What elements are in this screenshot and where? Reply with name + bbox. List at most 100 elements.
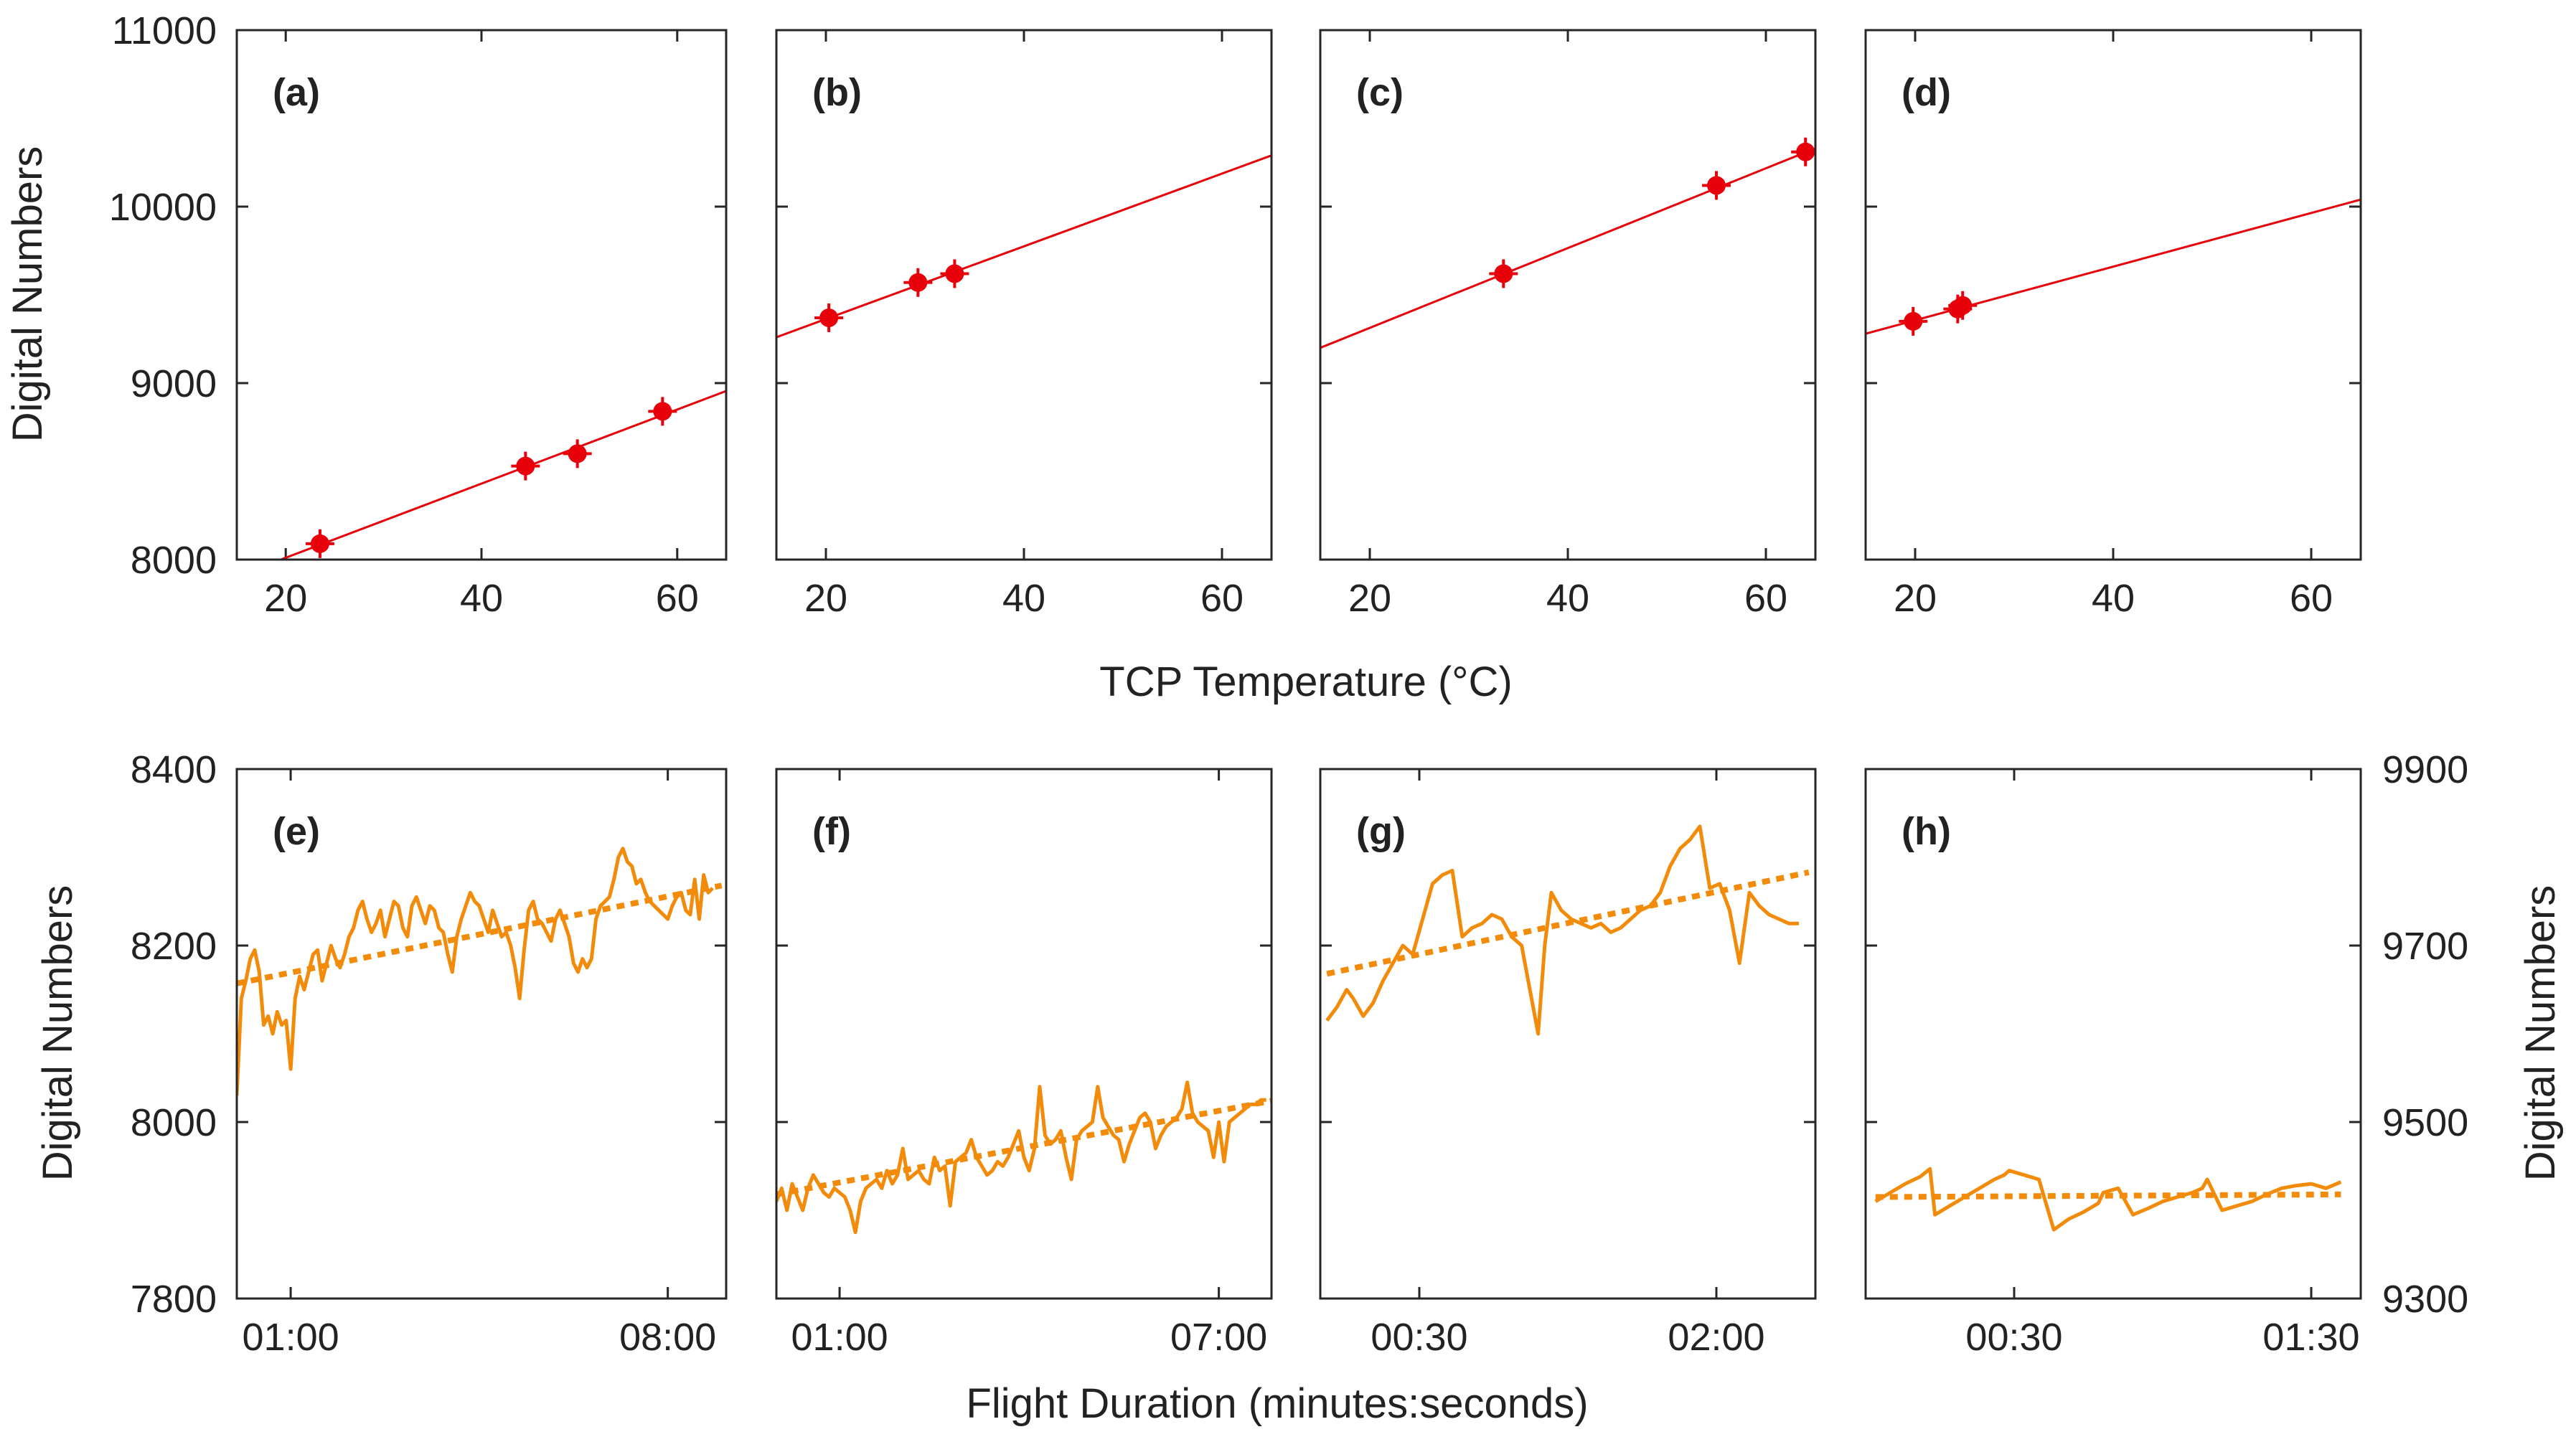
panel-d-fit-line — [1866, 198, 2361, 335]
panel-a-ytick-label: 10000 — [109, 186, 217, 229]
panel-h: 00:30 01:30 9300 9500 9700 9900 (h) — [1864, 748, 2468, 1359]
panel-e-ytick-label: 8000 — [131, 1101, 217, 1144]
panel-g-xtick-label: 02:00 — [1668, 1316, 1764, 1359]
panel-a-xtick-label: 20 — [264, 577, 307, 620]
panel-a-xtick-label: 40 — [460, 577, 503, 620]
panel-g-series-line — [1325, 824, 1799, 1036]
panel-f: 01:00 07:00 (f) — [775, 768, 1273, 1359]
panel-d-xtick-label: 20 — [1894, 577, 1937, 620]
top-x-axis-title: TCP Temperature (°C) — [1099, 659, 1512, 705]
panel-h-ytick-label: 9900 — [2382, 748, 2468, 791]
panel-d-label: (d) — [1902, 71, 1951, 114]
panel-b-frame — [775, 29, 1273, 561]
panel-h-plot-area — [1874, 1167, 2342, 1232]
panel-e-ytick-label: 8200 — [131, 925, 217, 968]
panel-d-xtick-label: 60 — [2290, 577, 2333, 620]
panel-a: 20 40 60 8000 9000 10000 11000 (a) — [109, 9, 728, 620]
panel-a-xtick-label: 60 — [656, 577, 699, 620]
panel-b-plot-area — [776, 154, 1271, 339]
panel-e-xtick-label: 08:00 — [619, 1316, 716, 1359]
panel-b-xtick-label: 60 — [1200, 577, 1244, 620]
panel-c-data-point — [1489, 259, 1518, 288]
panel-g-label: (g) — [1356, 810, 1406, 853]
panel-h-label: (h) — [1902, 810, 1951, 853]
panel-d-marker — [1904, 311, 1923, 331]
panel-a-frame — [235, 29, 728, 561]
panel-d-data-point — [1948, 291, 1978, 320]
panel-a-ytick-label: 9000 — [131, 362, 217, 405]
panel-e-series-line — [237, 847, 714, 1096]
panel-h-frame — [1864, 768, 2362, 1300]
panel-d-marker — [1953, 296, 1973, 315]
panels-layer: 20 40 60 8000 9000 10000 11000 (a) 20 40 60 (b) 20 40… — [109, 9, 2468, 1359]
panel-g-plot-area — [1325, 824, 1810, 1036]
panel-h-ytick-label: 9500 — [2382, 1101, 2468, 1144]
panel-c-marker — [1707, 176, 1726, 195]
panel-a-marker — [653, 402, 672, 421]
panel-a-data-point — [305, 529, 334, 558]
panel-h-series-line — [1874, 1167, 2342, 1232]
panel-h-xtick-label: 01:30 — [2262, 1316, 2359, 1359]
panel-f-xtick-label: 01:00 — [791, 1316, 888, 1359]
panel-e-plot-area — [237, 847, 723, 1096]
panel-f-series-line — [776, 1080, 1266, 1235]
panel-c-label: (c) — [1356, 71, 1404, 114]
panel-f-label: (f) — [812, 810, 851, 853]
panel-b-data-point — [903, 268, 933, 297]
panel-b-xtick-label: 40 — [1002, 577, 1045, 620]
panel-h-xtick-label: 00:30 — [1965, 1316, 2062, 1359]
panel-c-marker — [1796, 142, 1815, 161]
panel-d-xtick-label: 40 — [2092, 577, 2135, 620]
panel-b-marker — [908, 273, 928, 292]
panel-b-marker — [945, 264, 964, 283]
panel-d-data-point — [1899, 306, 1928, 336]
panel-a-label: (a) — [273, 71, 320, 114]
panel-e: 01:00 08:00 7800 8000 8200 8400 (e) — [131, 748, 728, 1359]
panel-a-fit-line — [280, 390, 726, 560]
panel-a-data-point — [648, 397, 677, 426]
panel-c-frame — [1319, 29, 1817, 561]
panel-b-xtick-label: 20 — [804, 577, 847, 620]
panel-d-frame — [1864, 29, 2362, 561]
panel-d-plot-area — [1866, 198, 2361, 336]
panel-h-trend-line — [1875, 1191, 2341, 1200]
panel-b-label: (b) — [812, 71, 862, 114]
panel-c-xtick-label: 40 — [1546, 577, 1589, 620]
panel-b-data-point — [940, 259, 969, 288]
panel-c-xtick-label: 20 — [1348, 577, 1391, 620]
panel-e-frame — [235, 768, 728, 1300]
panel-c-plot-area — [1320, 137, 1815, 349]
panel-f-plot-area — [776, 1080, 1271, 1235]
panel-e-trend-line — [237, 882, 723, 986]
panel-b: 20 40 60 (b) — [775, 29, 1273, 620]
panel-g: 00:30 02:00 (g) — [1319, 768, 1817, 1359]
panel-a-data-point — [563, 439, 592, 468]
panel-b-data-point — [814, 303, 844, 332]
panel-h-ytick-label: 9300 — [2382, 1278, 2468, 1321]
panel-a-marker — [310, 534, 329, 553]
panel-e-xtick-label: 01:00 — [243, 1316, 339, 1359]
panel-e-ytick-label: 7800 — [131, 1278, 217, 1321]
panel-a-data-point — [511, 451, 540, 481]
bottom-x-axis-title: Flight Duration (minutes:seconds) — [966, 1380, 1588, 1427]
panel-c-fit-line — [1320, 147, 1815, 349]
panel-a-plot-area — [280, 390, 726, 560]
bottom-left-y-axis-title: Digital Numbers — [34, 885, 81, 1182]
panel-f-trend-line — [776, 1098, 1271, 1197]
panel-g-trend-line — [1326, 869, 1810, 977]
panel-a-ytick-label: 8000 — [131, 539, 217, 582]
panel-c-xtick-label: 60 — [1744, 577, 1787, 620]
panel-c-marker — [1494, 264, 1513, 283]
panel-d: 20 40 60 (d) — [1864, 29, 2362, 620]
panel-g-xtick-label: 00:30 — [1371, 1316, 1467, 1359]
panel-f-frame — [775, 768, 1273, 1300]
panel-c-data-point — [1702, 171, 1731, 200]
panel-b-fit-line — [776, 154, 1271, 339]
panel-h-ytick-label: 9700 — [2382, 925, 2468, 968]
panel-e-label: (e) — [273, 810, 320, 853]
panel-a-marker — [516, 456, 535, 476]
panel-g-frame — [1319, 768, 1817, 1300]
panel-c: 20 40 60 (c) — [1319, 29, 1817, 620]
